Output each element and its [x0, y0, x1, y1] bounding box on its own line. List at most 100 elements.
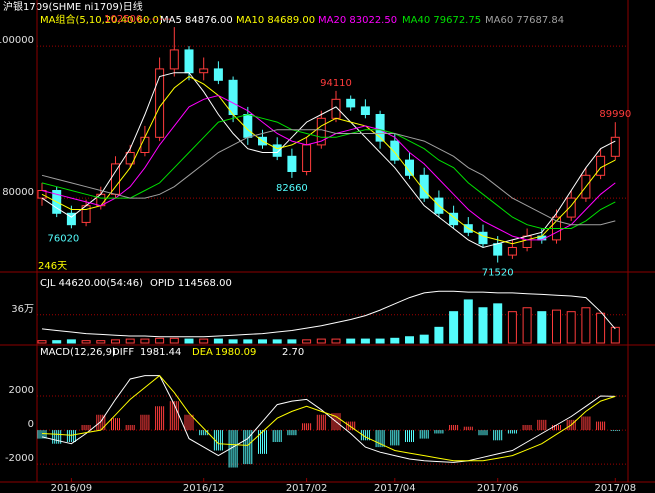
- volume-bar: [346, 338, 356, 344]
- legend-entry: MA20 83022.50: [318, 15, 397, 26]
- legend-entry: MA60 77687.84: [485, 15, 564, 26]
- chart-title: 沪银1709(SHME ni1709)日线: [3, 0, 143, 13]
- volume-bar: [140, 338, 150, 344]
- volume-bar: [258, 339, 267, 344]
- high-label: 89990: [599, 109, 631, 120]
- candle-body: [610, 136, 620, 157]
- candle-body: [566, 197, 576, 218]
- candle-body: [405, 159, 414, 176]
- x-tick-label: 2016/12: [183, 483, 225, 493]
- macd-value: 2.70: [282, 347, 304, 358]
- candle-body: [507, 246, 517, 256]
- indicator-line: [41, 113, 616, 229]
- indicator-line: [41, 75, 616, 245]
- volume-bar: [507, 311, 517, 344]
- volume-bar: [434, 326, 444, 344]
- candle-body: [37, 189, 47, 199]
- legend-entry: OPID 114568.00: [150, 278, 232, 289]
- x-tick-label: 2017/06: [477, 483, 519, 493]
- volume-bar: [493, 303, 503, 344]
- legend-entry: CJL 44620.00(54:46): [40, 278, 143, 289]
- candle-body: [375, 114, 385, 142]
- candle-body: [302, 144, 312, 172]
- volume-bar: [449, 311, 459, 344]
- high-label: 102500: [104, 14, 142, 25]
- volume-bar: [302, 339, 312, 344]
- volume-bar: [331, 338, 341, 344]
- volume-bar: [522, 307, 532, 344]
- candle-body: [125, 151, 135, 165]
- candle-body: [169, 49, 179, 70]
- candle-body: [184, 49, 194, 74]
- volume-bar: [272, 339, 282, 344]
- volume-bar: [610, 326, 620, 344]
- volume-bar: [111, 339, 120, 344]
- candle-body: [493, 243, 503, 256]
- legend-value: 1980.09: [215, 347, 256, 358]
- candle-body: [390, 140, 400, 161]
- legend-value: 1981.44: [140, 347, 181, 358]
- candle-body: [360, 106, 370, 116]
- volume-bar: [316, 338, 326, 344]
- x-tick-label: 2017/02: [286, 483, 328, 493]
- volume-bar: [478, 307, 488, 344]
- candle-body: [66, 212, 76, 226]
- volume-bar: [66, 339, 76, 344]
- legend-entry: DEA: [192, 347, 213, 358]
- volume-bar: [213, 338, 223, 344]
- indicator-line: [41, 374, 616, 462]
- frame: [0, 0, 655, 483]
- candle-body: [272, 144, 282, 157]
- low-label: 82660: [276, 183, 308, 194]
- candle-body: [243, 114, 253, 138]
- candle-body: [449, 212, 459, 226]
- volume-bar: [360, 338, 370, 344]
- y-tick-label: 100000: [0, 35, 34, 46]
- volume-bar: [169, 337, 179, 344]
- y-tick-label: 80000: [2, 187, 34, 198]
- indicator-name: MA组合(5,10,20,40,60,0): [40, 13, 163, 26]
- volume-bar: [375, 338, 385, 344]
- indicator-line: [41, 290, 616, 338]
- indicator-line: [41, 129, 616, 226]
- volume-bar: [581, 307, 591, 344]
- candle-body: [478, 231, 488, 245]
- day-count: 246天: [38, 261, 67, 272]
- y-tick-label: 36万: [11, 304, 34, 315]
- candle-body: [140, 136, 150, 153]
- x-tick-label: 2017/04: [374, 483, 416, 493]
- volume-bar: [419, 334, 429, 344]
- volume-bar: [96, 340, 106, 344]
- volume-bar: [566, 311, 576, 344]
- volume-bar: [405, 336, 414, 344]
- x-tick-label: 2017/08: [595, 483, 637, 493]
- volume-bar: [52, 340, 62, 344]
- volume-bar: [125, 338, 135, 344]
- y-tick-label: -2000: [5, 453, 34, 464]
- volume-bar: [463, 299, 473, 344]
- candle-body: [213, 68, 223, 81]
- macd-title: MACD(12,26,9): [40, 347, 116, 358]
- legend-entry: MA5 84876.00: [160, 15, 233, 26]
- candle-body: [287, 155, 297, 172]
- volume-bar: [184, 338, 194, 344]
- legend-entry: MA10 84689.00: [236, 15, 315, 26]
- volume-bar: [243, 339, 253, 344]
- volume-bar: [596, 312, 606, 344]
- volume-bar: [287, 339, 297, 344]
- volume-bar: [228, 339, 238, 344]
- low-label: 76020: [47, 233, 79, 244]
- volume-bar: [552, 309, 561, 344]
- volume-bar: [37, 340, 47, 344]
- volume-bar: [81, 340, 91, 344]
- volume-bar: [199, 338, 209, 344]
- y-tick-label: 2000: [9, 385, 34, 396]
- legend-entry: MA40 79672.75: [402, 15, 481, 26]
- x-tick-label: 2016/09: [51, 483, 93, 493]
- candle-body: [155, 68, 165, 138]
- legend-entry: DIFF: [112, 347, 134, 358]
- indicator-line: [41, 375, 616, 463]
- volume-bar: [537, 311, 547, 344]
